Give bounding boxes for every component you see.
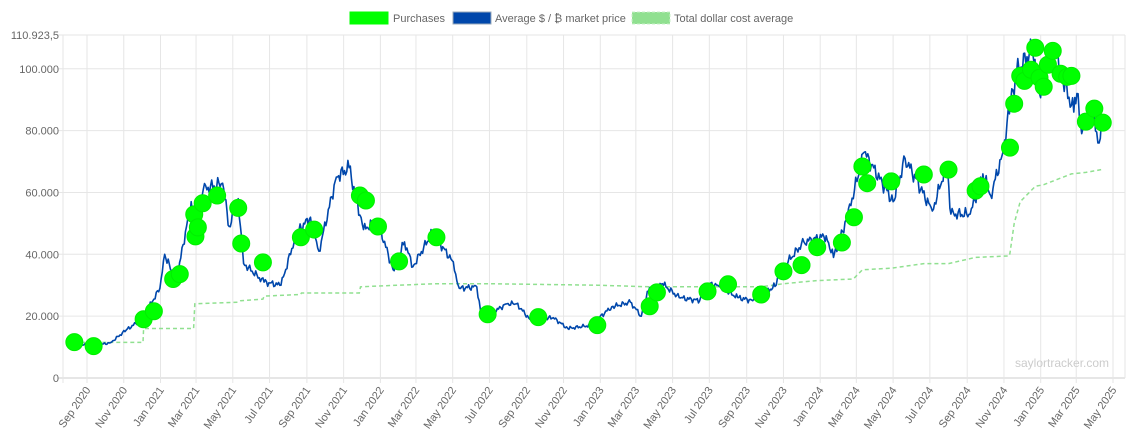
purchase-point (1043, 41, 1062, 60)
purchase-point (844, 208, 863, 227)
purchase-point (588, 316, 607, 335)
purchase-point (832, 233, 851, 252)
purchase-point (291, 228, 310, 247)
dca-line (74, 168, 1103, 344)
y-tick-label: 0 (53, 373, 59, 385)
y-axis: 0 20.000 40.000 60.000 80.000 100.000 110.923,… (11, 30, 59, 385)
purchase-point (368, 217, 387, 236)
watermark: saylortracker.com (1015, 356, 1109, 370)
legend-label-purchases: Purchases (393, 13, 445, 25)
legend-label-market-price: Average $ / ₿ market price (495, 13, 626, 25)
x-tick-label: Sep 2020 (57, 385, 94, 430)
x-tick-label: Mar 2024 (826, 385, 862, 430)
x-tick-label: May 2024 (862, 385, 900, 431)
x-tick-label: Jul 2021 (242, 385, 276, 426)
x-tick-label: Sep 2021 (277, 385, 314, 430)
x-tick-label: Jul 2023 (682, 385, 716, 426)
purchase-point (232, 234, 251, 253)
x-tick-label: May 2021 (202, 385, 240, 431)
purchase-point (792, 256, 811, 275)
legend-swatch-dca (631, 11, 671, 25)
purchase-point (84, 337, 103, 356)
purchase-point (427, 228, 446, 247)
purchase-point (939, 160, 958, 179)
x-tick-label: Mar 2023 (606, 385, 642, 430)
y-tick-label: 110.923,5 (11, 30, 59, 42)
x-tick-label: Jan 2025 (1011, 385, 1047, 429)
purchase-point (774, 262, 793, 281)
purchase-point (356, 191, 375, 210)
purchase-point (65, 333, 84, 352)
x-tick-label: Jul 2022 (462, 385, 496, 426)
y-tick-label: 20.000 (25, 311, 59, 323)
legend-swatch-market-price (452, 11, 492, 25)
purchase-point (188, 218, 207, 237)
purchase-point (1062, 66, 1081, 85)
purchase-point (253, 253, 272, 272)
x-tick-label: Mar 2025 (1046, 385, 1082, 430)
purchase-point (914, 165, 933, 184)
x-tick-label: Nov 2020 (93, 385, 130, 430)
purchase-point (752, 285, 771, 304)
legend-label-dca: Total dollar cost average (674, 13, 793, 25)
x-tick-label: Nov 2024 (974, 385, 1011, 430)
purchase-point (1034, 77, 1053, 96)
purchase-point (1026, 38, 1045, 57)
purchase-point (719, 275, 738, 294)
x-tick-label: Jan 2021 (131, 385, 167, 429)
purchase-point (170, 265, 189, 284)
x-tick-label: Nov 2023 (753, 385, 790, 430)
y-tick-label: 60.000 (25, 187, 59, 199)
purchase-point (305, 220, 324, 239)
x-tick-label: Mar 2022 (386, 385, 422, 430)
purchase-point (144, 302, 163, 321)
purchase-point (529, 308, 548, 327)
purchase-point (208, 186, 227, 205)
purchase-point (858, 174, 877, 193)
legend-swatch-purchases (349, 11, 389, 25)
purchase-point (1093, 113, 1112, 132)
purchase-point (698, 282, 717, 301)
x-tick-label: May 2025 (1082, 385, 1120, 431)
x-tick-label: Nov 2022 (533, 385, 570, 430)
legend-item-market-price[interactable]: Average $ / ₿ market price (452, 11, 626, 25)
x-tick-label: Jul 2024 (903, 385, 937, 426)
x-tick-label: Jan 2023 (571, 385, 607, 429)
y-tick-label: 100.000 (19, 64, 59, 76)
purchase-point (647, 283, 666, 302)
x-tick-label: Mar 2021 (166, 385, 202, 430)
x-tick-label: May 2023 (642, 385, 680, 431)
legend: Purchases Average $ / ₿ market price Tot… (349, 11, 793, 25)
x-tick-label: May 2022 (422, 385, 460, 431)
plot-area (65, 38, 1112, 356)
purchase-point (882, 172, 901, 191)
x-tick-label: Nov 2021 (313, 385, 350, 430)
purchase-point (193, 194, 212, 213)
purchase-point (853, 157, 872, 176)
purchase-point (808, 238, 827, 257)
purchase-point (971, 177, 990, 196)
x-tick-label: Sep 2024 (937, 385, 974, 430)
x-tick-label: Jan 2022 (351, 385, 387, 429)
purchase-point (1005, 94, 1024, 113)
purchase-point (478, 305, 497, 324)
y-tick-label: 40.000 (25, 249, 59, 261)
x-tick-label: Sep 2023 (716, 385, 753, 430)
x-axis: Sep 2020 Nov 2020 Jan 2021 Mar 2021 May 2021… (57, 385, 1120, 431)
legend-item-dca[interactable]: Total dollar cost average (631, 11, 793, 25)
legend-item-purchases[interactable]: Purchases (349, 11, 445, 25)
purchase-point (390, 252, 409, 271)
y-tick-label: 80.000 (25, 126, 59, 138)
purchase-point (1000, 138, 1019, 157)
purchase-point (1085, 99, 1104, 118)
x-tick-label: Jan 2024 (791, 385, 827, 429)
purchase-point (229, 198, 248, 217)
x-tick-label: Sep 2022 (496, 385, 533, 430)
purchase-point (640, 297, 659, 316)
